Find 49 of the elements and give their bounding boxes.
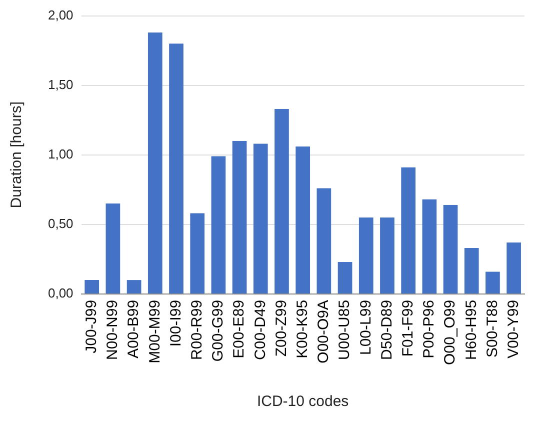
x-tick-label: K00-K95 bbox=[294, 300, 311, 358]
bar bbox=[358, 217, 374, 294]
x-tick-label: D50-D89 bbox=[378, 300, 396, 360]
bar bbox=[84, 280, 100, 294]
bar bbox=[169, 44, 184, 294]
bar bbox=[296, 146, 310, 294]
y-tick-label: 0,50 bbox=[48, 216, 74, 231]
x-tick-label: V00-Y99 bbox=[504, 300, 522, 358]
bar bbox=[148, 32, 162, 294]
x-tick-label: H60-H95 bbox=[462, 300, 480, 360]
bar bbox=[316, 188, 332, 294]
x-tick-label: F01-F99 bbox=[399, 300, 416, 357]
x-axis-title: ICD-10 codes bbox=[256, 393, 349, 410]
x-tick-label: J00-J99 bbox=[82, 300, 100, 354]
y-axis-title: Duration [hours] bbox=[8, 102, 26, 208]
bar bbox=[232, 140, 247, 294]
bar bbox=[106, 204, 120, 294]
bar bbox=[211, 156, 226, 294]
x-tick-label: A00-B99 bbox=[125, 300, 142, 358]
bar bbox=[190, 213, 205, 294]
bar bbox=[464, 248, 479, 294]
bar bbox=[253, 144, 268, 294]
bar bbox=[486, 272, 500, 294]
bar bbox=[274, 108, 289, 294]
x-tick-label: O00_O99 bbox=[442, 300, 459, 365]
bar bbox=[338, 262, 352, 294]
x-tick-label: P00-P96 bbox=[420, 300, 438, 358]
x-tick-label: O00-O9A bbox=[315, 300, 332, 364]
x-tick-label: G00-G99 bbox=[210, 300, 227, 362]
x-tick-label: U00-U85 bbox=[336, 300, 354, 360]
x-tick-label: R00-R99 bbox=[188, 300, 206, 360]
x-tick-label: N00-N99 bbox=[104, 300, 122, 360]
bar bbox=[380, 217, 394, 294]
x-tick-label: M00-M99 bbox=[146, 300, 164, 364]
x-tick-label: S00-T88 bbox=[484, 300, 501, 358]
x-tick-label: L00-L99 bbox=[357, 300, 374, 356]
bar bbox=[506, 242, 521, 294]
bar bbox=[422, 199, 437, 294]
bar bbox=[126, 280, 142, 294]
y-tick-label: 1,00 bbox=[48, 146, 74, 162]
x-tick-label: Z00-Z99 bbox=[272, 300, 290, 357]
y-tick-label: 0,00 bbox=[48, 286, 74, 301]
x-tick-label: I00-I99 bbox=[167, 300, 184, 347]
bar bbox=[401, 167, 416, 294]
y-tick-label: 2,00 bbox=[48, 7, 74, 22]
y-tick-label: 1,50 bbox=[48, 76, 74, 92]
x-tick-label: C00-D49 bbox=[252, 300, 269, 360]
bar bbox=[443, 204, 458, 294]
x-tick-label: E00-E89 bbox=[230, 300, 248, 358]
